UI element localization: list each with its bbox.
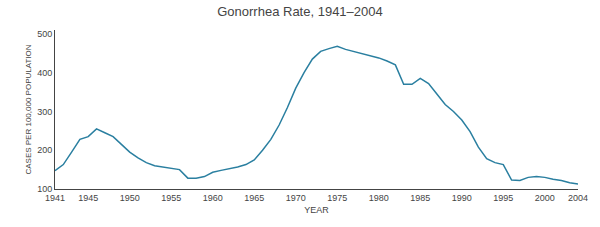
svg-text:2004: 2004 <box>568 193 588 203</box>
svg-text:200: 200 <box>37 145 52 155</box>
svg-text:YEAR: YEAR <box>304 205 329 215</box>
svg-text:500: 500 <box>37 29 52 39</box>
svg-text:1980: 1980 <box>369 193 389 203</box>
svg-text:1985: 1985 <box>410 193 430 203</box>
svg-text:Gonorrhea Rate, 1941–2004: Gonorrhea Rate, 1941–2004 <box>217 4 383 19</box>
svg-text:1975: 1975 <box>327 193 347 203</box>
svg-text:1990: 1990 <box>452 193 472 203</box>
svg-text:100: 100 <box>37 184 52 194</box>
svg-text:CASES PER 100,000 POPULATION: CASES PER 100,000 POPULATION <box>24 44 33 174</box>
svg-text:400: 400 <box>37 68 52 78</box>
svg-text:2000: 2000 <box>535 193 555 203</box>
svg-text:1960: 1960 <box>203 193 223 203</box>
svg-text:1995: 1995 <box>493 193 513 203</box>
svg-text:1945: 1945 <box>78 193 98 203</box>
svg-text:1965: 1965 <box>244 193 264 203</box>
svg-text:1950: 1950 <box>120 193 140 203</box>
svg-text:1970: 1970 <box>286 193 306 203</box>
svg-text:300: 300 <box>37 107 52 117</box>
svg-text:1941: 1941 <box>45 193 65 203</box>
svg-text:1955: 1955 <box>161 193 181 203</box>
